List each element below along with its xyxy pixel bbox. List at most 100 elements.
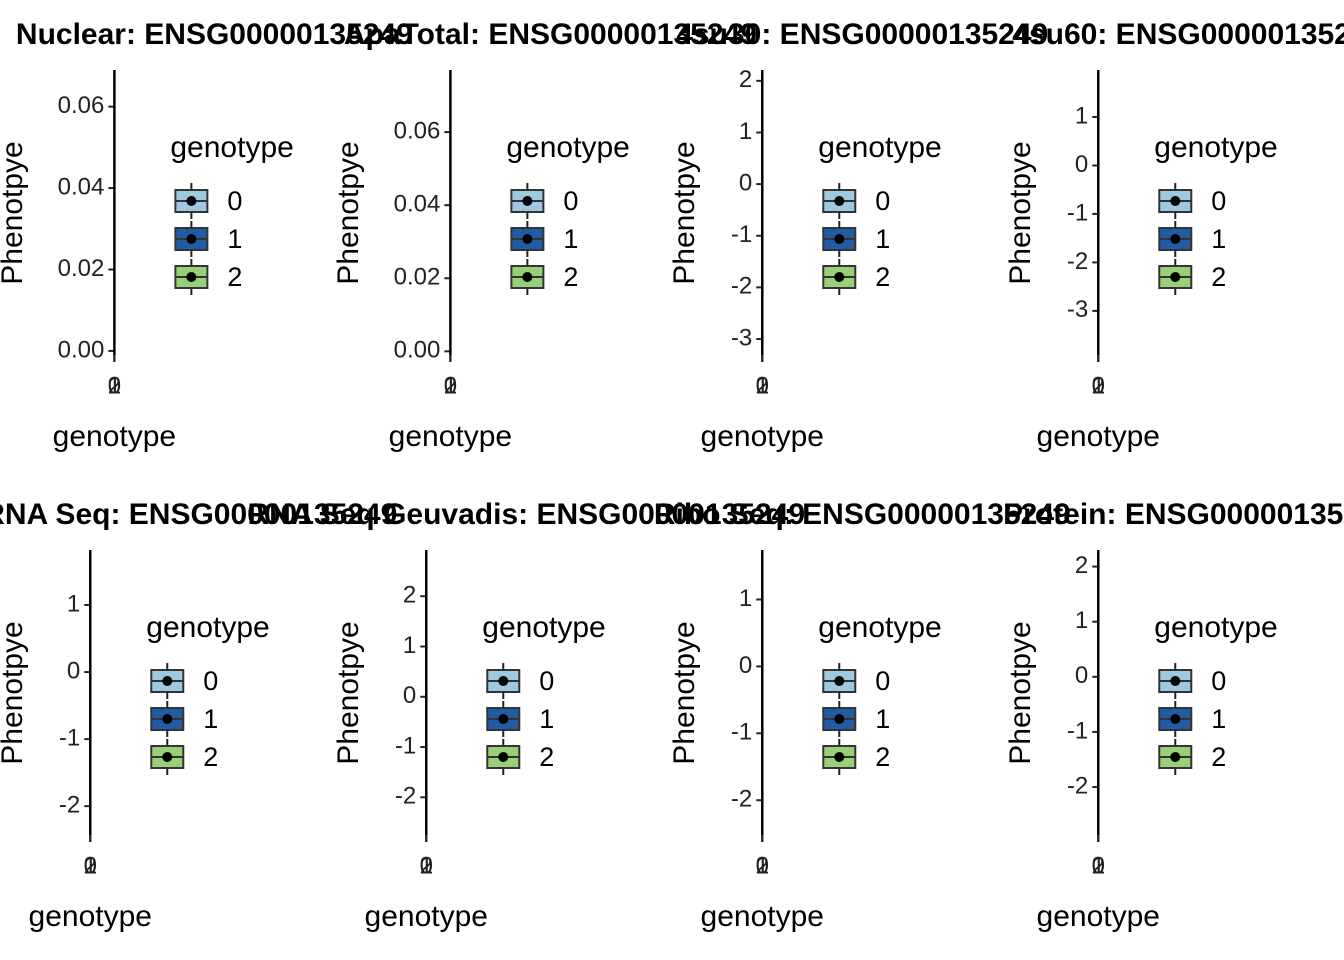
- x-tick-label: 2: [420, 852, 433, 879]
- y-tick-label: 0.00: [394, 337, 441, 364]
- x-tick-label: 1: [756, 372, 769, 399]
- x-tick-label: 0: [756, 372, 769, 399]
- y-tick-label: 1: [1075, 102, 1088, 129]
- y-axis-title: Phenotpye: [1004, 621, 1037, 764]
- legend-title: genotype: [818, 131, 941, 164]
- x-axis-title: genotype: [701, 420, 824, 453]
- legend-point: [1170, 234, 1181, 244]
- legend-point: [1170, 676, 1181, 686]
- y-tick-label: -3: [731, 324, 752, 351]
- legend-label: 1: [1211, 224, 1226, 254]
- x-tick-label: 1: [420, 852, 433, 879]
- legend-point: [498, 676, 509, 686]
- x-tick-label: 1: [108, 372, 121, 399]
- x-tick-label: 1: [1092, 372, 1105, 399]
- y-axis-title: Phenotpye: [668, 141, 701, 284]
- legend-label: 1: [875, 704, 890, 734]
- legend-point: [162, 752, 173, 762]
- y-tick-label: 1: [739, 585, 752, 612]
- panel-title: RNA Seq Geuvadis: ENSG00000135249: [248, 498, 806, 531]
- y-axis-title: Phenotpye: [0, 621, 29, 764]
- y-tick-label: -1: [731, 719, 752, 746]
- legend-point: [1170, 196, 1181, 206]
- y-tick-label: 1: [1075, 607, 1088, 634]
- y-tick-label: -2: [59, 792, 80, 819]
- x-axis-title: genotype: [53, 420, 176, 453]
- x-axis-title: genotype: [1037, 420, 1160, 453]
- legend-label: 0: [563, 186, 578, 216]
- legend-label: 2: [875, 262, 890, 292]
- x-axis-title: genotype: [389, 420, 512, 453]
- y-tick-label: 0.00: [58, 336, 105, 363]
- panel: 0.000.020.040.06012genotypePhenotpyeNucl…: [0, 18, 413, 453]
- x-tick-label: 1: [1092, 852, 1105, 879]
- legend-label: 2: [1211, 742, 1226, 772]
- legend-point: [498, 714, 509, 724]
- legend-title: genotype: [1154, 611, 1277, 644]
- y-tick-label: -2: [1067, 772, 1088, 799]
- y-tick-label: -2: [731, 786, 752, 813]
- legend-point: [1170, 752, 1181, 762]
- y-tick-label: -1: [1067, 199, 1088, 226]
- y-axis-title: Phenotpye: [1004, 141, 1037, 284]
- x-tick-label: 0: [420, 852, 433, 879]
- legend-label: 2: [875, 742, 890, 772]
- panel-title: ApaTotal: ENSG00000135249: [344, 18, 757, 51]
- y-tick-label: 0.06: [394, 117, 441, 144]
- y-tick-label: 0.04: [394, 191, 441, 218]
- legend-title: genotype: [482, 611, 605, 644]
- legend-label: 2: [539, 742, 554, 772]
- x-tick-label: 2: [756, 372, 769, 399]
- legend-title: genotype: [146, 611, 269, 644]
- legend-label: 0: [539, 666, 554, 696]
- legend-label: 1: [875, 224, 890, 254]
- y-tick-label: 0.06: [58, 92, 105, 119]
- x-tick-label: 0: [1092, 372, 1105, 399]
- legend-point: [834, 272, 845, 282]
- legend-point: [834, 676, 845, 686]
- legend-label: 0: [875, 666, 890, 696]
- panel-title: Nuclear: ENSG00000135249: [16, 18, 413, 51]
- x-tick-label: 0: [756, 852, 769, 879]
- x-tick-label: 2: [108, 372, 121, 399]
- legend-label: 1: [203, 704, 218, 734]
- y-tick-label: 0: [1075, 151, 1088, 178]
- legend-label: 2: [563, 262, 578, 292]
- legend-point: [834, 714, 845, 724]
- y-tick-label: 2: [739, 66, 752, 93]
- legend-label: 1: [563, 224, 578, 254]
- legend-point: [162, 714, 173, 724]
- y-tick-label: 1: [739, 118, 752, 145]
- legend-title: genotype: [1154, 131, 1277, 164]
- y-tick-label: -1: [59, 724, 80, 751]
- x-tick-label: 1: [444, 372, 457, 399]
- legend-label: 2: [227, 262, 242, 292]
- legend-point: [522, 234, 533, 244]
- x-tick-label: 2: [1092, 852, 1105, 879]
- x-tick-label: 2: [1092, 372, 1105, 399]
- x-axis-title: genotype: [29, 900, 152, 933]
- legend-label: 0: [227, 186, 242, 216]
- legend-point: [522, 272, 533, 282]
- legend-point: [834, 234, 845, 244]
- y-tick-label: 0: [739, 169, 752, 196]
- legend-title: genotype: [818, 611, 941, 644]
- legend-label: 0: [203, 666, 218, 696]
- legend-label: 1: [1211, 704, 1226, 734]
- x-tick-label: 2: [84, 852, 97, 879]
- x-tick-label: 1: [84, 852, 97, 879]
- legend-point: [186, 272, 197, 282]
- y-tick-label: -2: [395, 783, 416, 810]
- x-axis-title: genotype: [365, 900, 488, 933]
- y-tick-label: 2: [403, 582, 416, 609]
- y-tick-label: 1: [403, 632, 416, 659]
- legend-title: genotype: [506, 131, 629, 164]
- x-tick-label: 2: [444, 372, 457, 399]
- y-tick-label: -2: [1067, 248, 1088, 275]
- panel-title: 4su30: ENSG00000135249: [676, 18, 1048, 51]
- legend-point: [186, 234, 197, 244]
